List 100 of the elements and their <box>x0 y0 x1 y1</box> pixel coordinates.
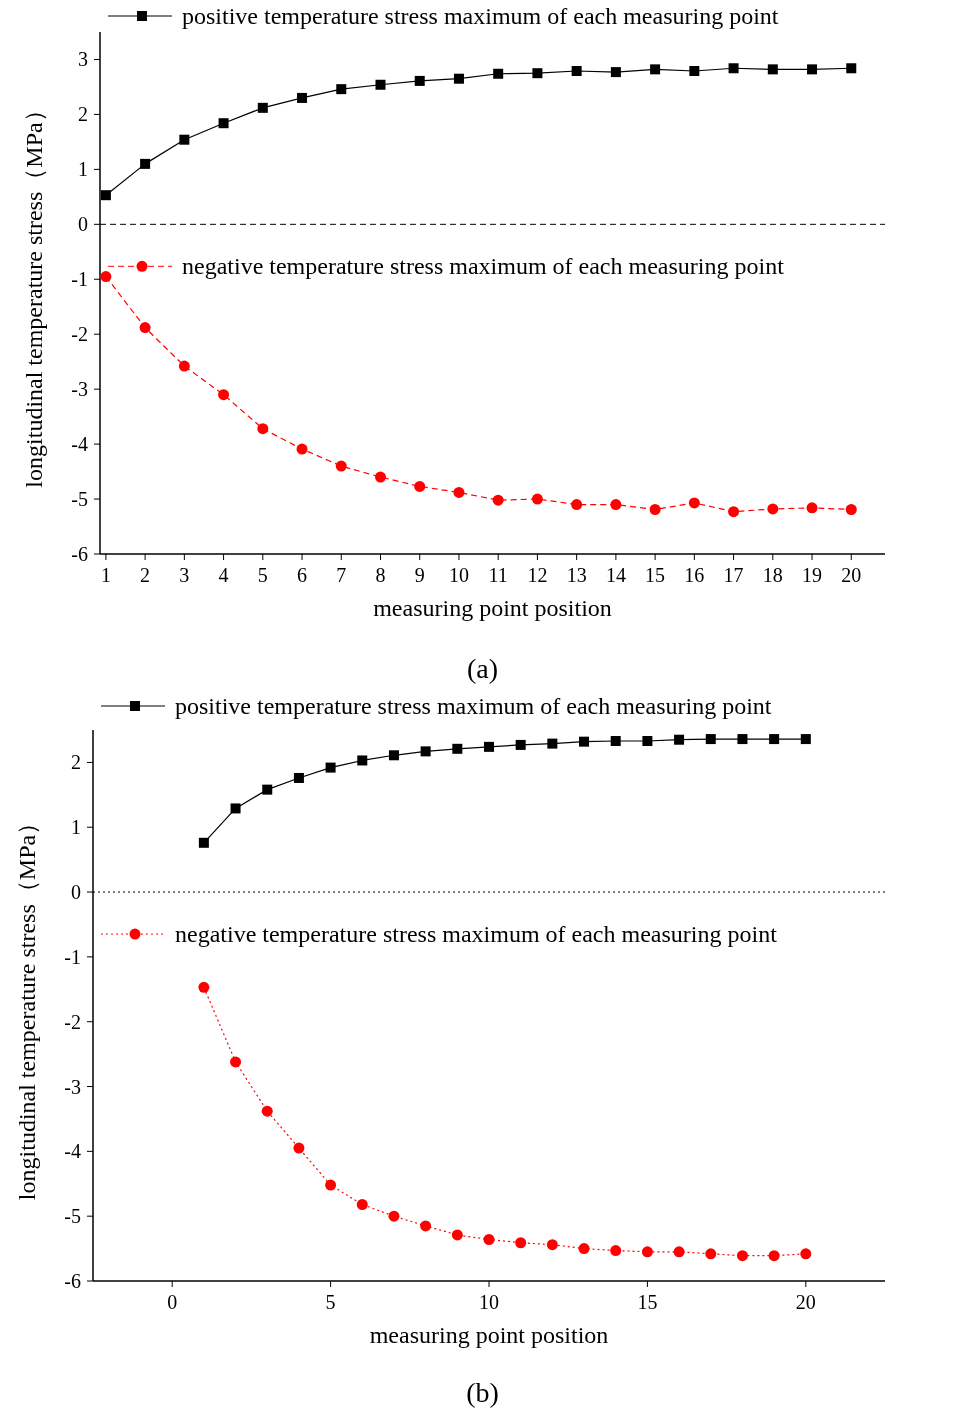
point <box>388 1210 400 1222</box>
point <box>139 322 151 334</box>
point <box>453 73 464 84</box>
point <box>688 497 700 509</box>
point <box>769 734 780 745</box>
y-tick-label: -4 <box>71 433 88 456</box>
point <box>325 762 336 773</box>
point <box>262 784 273 795</box>
x-tick-label: 4 <box>218 564 229 586</box>
y-tick-label: -3 <box>71 378 88 401</box>
point <box>140 158 151 169</box>
point <box>571 66 582 77</box>
x-tick-label: 15 <box>645 564 666 586</box>
point <box>579 736 590 747</box>
point <box>546 1239 558 1251</box>
point <box>674 734 685 745</box>
x-tick-label: 19 <box>802 564 823 586</box>
point <box>736 1250 748 1262</box>
point <box>532 68 543 79</box>
y-tick-label: 2 <box>78 103 88 126</box>
point <box>198 981 210 993</box>
point <box>261 1105 273 1117</box>
x-tick-label: 5 <box>325 1291 336 1313</box>
point <box>650 64 661 75</box>
point <box>641 1246 653 1258</box>
point <box>705 1248 717 1260</box>
point <box>728 63 739 74</box>
point <box>293 1142 305 1154</box>
x-tick-label: 5 <box>257 564 268 586</box>
y-tick-label: -4 <box>64 1140 81 1163</box>
point <box>800 734 811 745</box>
point <box>375 471 386 483</box>
point <box>610 499 622 511</box>
x-tick-label: 10 <box>479 1291 499 1313</box>
y-tick-label: -1 <box>71 268 88 291</box>
y-tick-label: -2 <box>71 323 88 346</box>
point <box>198 837 209 848</box>
point <box>414 480 426 492</box>
point <box>673 1246 685 1258</box>
point <box>492 494 504 506</box>
x-tick-label: 11 <box>488 564 508 586</box>
y-axis-title: longitudinal temperature stress（MPa） <box>14 810 40 1201</box>
point <box>610 67 621 78</box>
x-axis-title: measuring point position <box>369 1322 609 1348</box>
point <box>420 746 431 757</box>
point <box>845 503 857 515</box>
point <box>356 1199 368 1211</box>
x-tick-label: 9 <box>414 564 425 586</box>
point <box>531 493 543 505</box>
text: (a) <box>466 653 499 684</box>
point <box>100 271 112 283</box>
point <box>768 1250 780 1262</box>
point <box>296 443 308 455</box>
point <box>230 1056 242 1068</box>
point <box>179 134 190 145</box>
y-tick-label: 0 <box>71 881 81 904</box>
point <box>218 389 230 401</box>
x-tick-label: 15 <box>637 1291 658 1313</box>
y-tick-label: 1 <box>78 158 88 181</box>
y-axis-title: longitudinal temperature stress（MPa） <box>21 98 47 488</box>
point <box>649 503 661 515</box>
point <box>257 423 269 435</box>
point <box>767 503 779 515</box>
y-tick-label: 1 <box>71 816 81 839</box>
x-tick-label: 13 <box>566 564 587 586</box>
y-tick-label: 3 <box>78 48 88 71</box>
point <box>800 1248 812 1260</box>
point <box>257 102 268 113</box>
point <box>642 736 653 747</box>
point <box>806 502 818 514</box>
point <box>610 1245 622 1257</box>
point <box>610 736 621 747</box>
point <box>100 190 111 201</box>
point <box>388 750 399 761</box>
point <box>767 64 778 75</box>
point <box>335 460 347 472</box>
text: (b) <box>466 1377 499 1408</box>
y-tick-label: -3 <box>64 1075 81 1098</box>
legend-label: negative temperature stress maximum of each measuring point <box>175 921 778 948</box>
point <box>451 1229 463 1241</box>
y-tick-label: -2 <box>64 1010 81 1033</box>
y-tick-label: -5 <box>64 1205 81 1228</box>
y-tick-label: -6 <box>64 1270 81 1292</box>
point <box>336 84 347 95</box>
y-tick-label: 0 <box>78 213 88 236</box>
point <box>484 741 494 752</box>
point <box>420 1220 432 1232</box>
point <box>705 734 716 745</box>
x-tick-label: 18 <box>762 564 783 586</box>
y-tick-label: -1 <box>64 945 81 968</box>
point <box>230 803 241 814</box>
point <box>414 75 425 86</box>
legend-label: positive temperature stress maximum of each measuring point <box>182 3 779 29</box>
point <box>483 1234 495 1246</box>
x-tick-label: 6 <box>297 564 308 586</box>
x-tick-label: 14 <box>605 564 626 586</box>
y-tick-label: -5 <box>71 488 88 511</box>
point <box>728 506 740 518</box>
point <box>689 66 700 77</box>
point <box>807 64 818 75</box>
